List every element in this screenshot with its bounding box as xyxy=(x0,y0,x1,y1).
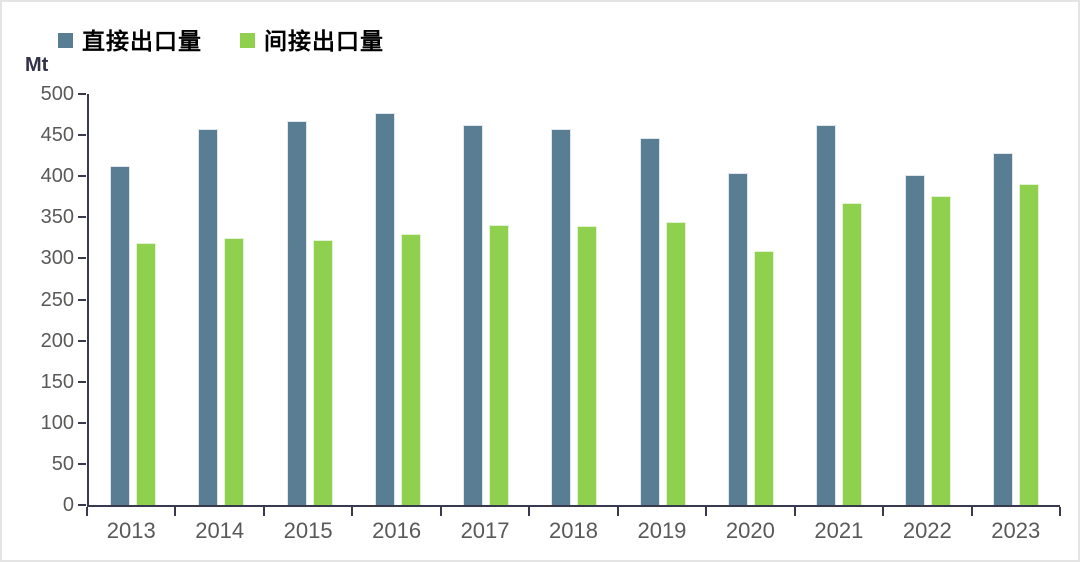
bars-container xyxy=(89,94,1060,505)
y-tick-150 xyxy=(78,380,86,383)
bar-indirect-2020 xyxy=(753,251,774,505)
x-tick-8 xyxy=(793,507,796,516)
x-tick-6 xyxy=(616,507,619,516)
x-axis-labels: 2013 2014 2015 2016 2017 2018 2019 2020 2021 2022… xyxy=(87,518,1060,544)
x-label-2023: 2023 xyxy=(991,518,1041,543)
bar-indirect-2016 xyxy=(400,233,421,505)
x-tick-3 xyxy=(351,507,354,516)
x-label-2019: 2019 xyxy=(637,518,687,543)
bar-direct-2016 xyxy=(374,112,395,505)
legend: 直接出口量 间接出口量 xyxy=(58,22,384,56)
x-label-2016: 2016 xyxy=(372,518,422,543)
legend-item-indirect: 间接出口量 xyxy=(240,22,384,56)
category-group-2022 xyxy=(883,94,971,505)
x-label-2015: 2015 xyxy=(283,518,333,543)
y-tick-label-50: 50 xyxy=(51,452,74,475)
bar-direct-2015 xyxy=(286,121,307,505)
y-tick-label-200: 200 xyxy=(40,329,74,352)
x-label-2017: 2017 xyxy=(460,518,510,543)
x-tick-2 xyxy=(262,507,265,516)
bar-indirect-2017 xyxy=(489,224,510,505)
bar-indirect-2014 xyxy=(224,237,245,505)
x-tick-10 xyxy=(970,507,973,516)
y-tick-label-350: 350 xyxy=(40,206,74,229)
bar-direct-2018 xyxy=(551,128,572,505)
x-tick-9 xyxy=(882,507,885,516)
y-tick-200 xyxy=(78,339,86,342)
x-tick-5 xyxy=(528,507,531,516)
x-tick-4 xyxy=(439,507,442,516)
y-tick-450 xyxy=(78,134,86,137)
legend-label-indirect: 间接出口量 xyxy=(264,28,384,54)
legend-item-direct: 直接出口量 xyxy=(58,22,202,56)
category-group-2020 xyxy=(707,94,795,505)
x-label-2013: 2013 xyxy=(106,518,156,543)
y-tick-label-400: 400 xyxy=(40,165,74,188)
legend-label-direct: 直接出口量 xyxy=(82,28,202,54)
category-group-2019 xyxy=(619,94,707,505)
x-tick-1 xyxy=(174,507,177,516)
legend-swatch-indirect-icon xyxy=(240,32,255,48)
y-tick-100 xyxy=(78,421,86,424)
bar-indirect-2021 xyxy=(842,202,863,505)
plot-area xyxy=(87,94,1060,507)
y-tick-50 xyxy=(78,462,86,465)
y-tick-label-0: 0 xyxy=(62,494,74,516)
y-tick-0 xyxy=(78,504,86,506)
bar-direct-2019 xyxy=(639,138,660,505)
x-label-2014: 2014 xyxy=(195,518,245,543)
x-tick-0 xyxy=(86,507,88,516)
x-label-2020: 2020 xyxy=(725,518,775,543)
bar-direct-2021 xyxy=(816,125,837,505)
y-tick-label-250: 250 xyxy=(40,288,74,311)
category-group-2017 xyxy=(442,94,530,505)
x-label-2021: 2021 xyxy=(814,518,864,543)
category-group-2013 xyxy=(89,94,177,505)
bar-direct-2013 xyxy=(110,165,131,505)
bar-direct-2022 xyxy=(904,175,925,505)
bar-direct-2023 xyxy=(992,153,1013,505)
y-tick-label-100: 100 xyxy=(40,411,74,434)
y-tick-label-150: 150 xyxy=(40,370,74,393)
x-label-2022: 2022 xyxy=(902,518,952,543)
x-label-2018: 2018 xyxy=(549,518,598,543)
bar-indirect-2019 xyxy=(665,222,686,505)
bar-indirect-2018 xyxy=(577,226,598,505)
bar-indirect-2015 xyxy=(312,240,333,505)
y-tick-250 xyxy=(78,298,86,301)
category-group-2016 xyxy=(354,94,442,505)
category-group-2014 xyxy=(177,94,265,505)
bar-direct-2020 xyxy=(727,172,748,505)
y-tick-350 xyxy=(78,216,86,219)
category-group-2015 xyxy=(266,94,354,505)
y-tick-label-300: 300 xyxy=(40,247,74,270)
x-tick-7 xyxy=(705,507,708,516)
y-tick-label-500: 500 xyxy=(40,83,74,105)
y-tick-400 xyxy=(78,175,86,178)
bar-direct-2017 xyxy=(463,125,484,505)
category-group-2023 xyxy=(972,94,1060,505)
y-tick-500 xyxy=(78,93,86,95)
bar-indirect-2013 xyxy=(136,242,157,505)
x-tick-11 xyxy=(1059,507,1061,516)
bar-direct-2014 xyxy=(198,129,219,505)
y-tick-label-450: 450 xyxy=(40,124,74,147)
bar-indirect-2022 xyxy=(930,195,951,505)
category-group-2018 xyxy=(530,94,618,505)
legend-swatch-direct-icon xyxy=(58,32,73,48)
category-group-2021 xyxy=(795,94,883,505)
y-tick-300 xyxy=(78,257,86,260)
bar-indirect-2023 xyxy=(1018,183,1039,505)
y-axis-unit-label: Mt xyxy=(25,54,49,76)
